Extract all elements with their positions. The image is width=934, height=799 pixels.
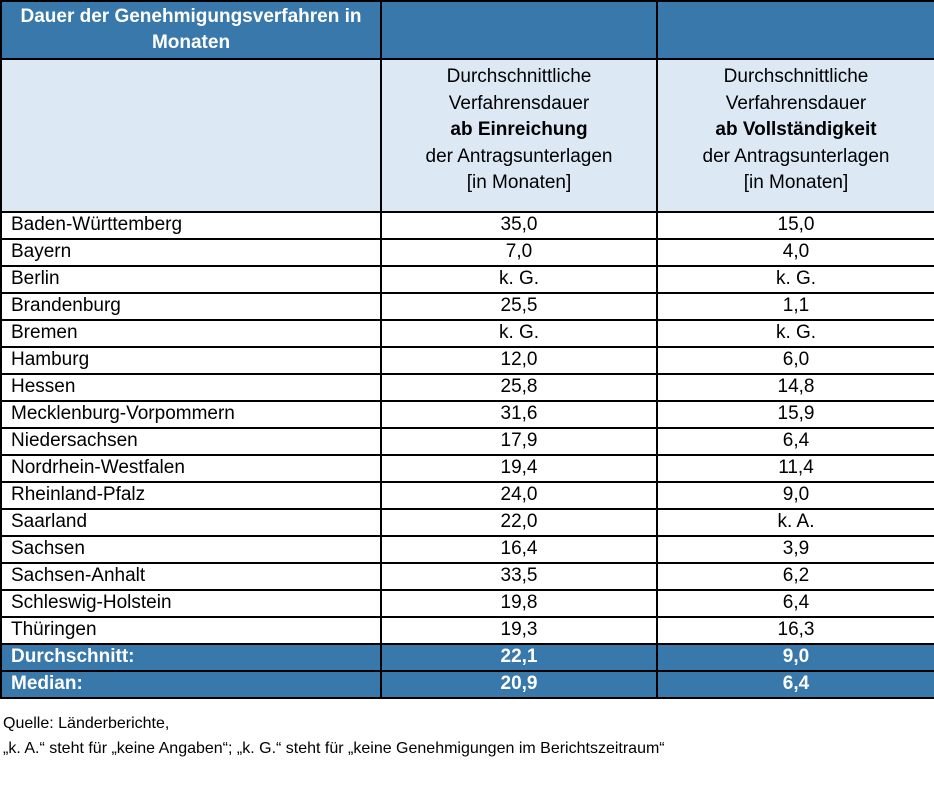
value-ab-einreichung: 35,0 — [380, 210, 658, 240]
state-cell: Thüringen — [0, 615, 382, 645]
subheader-line: [in Monaten] — [466, 172, 572, 193]
summary-value-ab-einreichung: 22,1 — [380, 642, 658, 672]
state-cell: Bremen — [0, 318, 382, 348]
value-ab-einreichung: 12,0 — [380, 345, 658, 375]
state-cell: Baden-Württemberg — [0, 210, 382, 240]
value-ab-einreichung: 7,0 — [380, 237, 658, 267]
subheader-line: Durchschnittliche — [723, 66, 869, 87]
value-ab-vollstaendigkeit: 16,3 — [656, 615, 934, 645]
value-ab-vollstaendigkeit: 6,0 — [656, 345, 934, 375]
value-ab-einreichung: 24,0 — [380, 480, 658, 510]
state-cell: Sachsen — [0, 534, 382, 564]
table-row: Baden-Württemberg 35,0 15,0 — [0, 210, 934, 240]
summary-row-median: Median: 20,9 6,4 — [0, 669, 934, 699]
subheader-line: [in Monaten] — [743, 172, 849, 193]
value-ab-vollstaendigkeit: 15,9 — [656, 399, 934, 429]
state-cell: Rheinland-Pfalz — [0, 480, 382, 510]
value-ab-einreichung: k. G. — [380, 264, 658, 294]
value-ab-vollstaendigkeit: 1,1 — [656, 291, 934, 321]
genehmigungsverfahren-table: Dauer der Genehmigungsverfahren in Monat… — [0, 0, 934, 699]
footnote: Quelle: Länderberichte, „k. A.“ steht fü… — [3, 711, 934, 761]
state-cell: Saarland — [0, 507, 382, 537]
state-cell: Berlin — [0, 264, 382, 294]
value-ab-vollstaendigkeit: 11,4 — [656, 453, 934, 483]
value-ab-einreichung: 31,6 — [380, 399, 658, 429]
table-row: Hessen 25,8 14,8 — [0, 372, 934, 402]
value-ab-vollstaendigkeit: 6,4 — [656, 588, 934, 618]
table-title-row: Dauer der Genehmigungsverfahren in Monat… — [0, 0, 934, 60]
value-ab-vollstaendigkeit: 3,9 — [656, 534, 934, 564]
table-row: Mecklenburg-Vorpommern 31,6 15,9 — [0, 399, 934, 429]
title-row-empty-cell — [380, 0, 658, 60]
subheader-line: der Antragsunterlagen — [702, 145, 890, 167]
table-row: Bayern 7,0 4,0 — [0, 237, 934, 267]
table-row: Sachsen 16,4 3,9 — [0, 534, 934, 564]
state-cell: Schleswig-Holstein — [0, 588, 382, 618]
value-ab-einreichung: 19,3 — [380, 615, 658, 645]
value-ab-einreichung: k. G. — [380, 318, 658, 348]
summary-value-ab-einreichung: 20,9 — [380, 669, 658, 699]
state-cell: Nordrhein-Westfalen — [0, 453, 382, 483]
state-cell: Bayern — [0, 237, 382, 267]
table-row: Berlin k. G. k. G. — [0, 264, 934, 294]
state-cell: Brandenburg — [0, 291, 382, 321]
value-ab-vollstaendigkeit: 4,0 — [656, 237, 934, 267]
value-ab-vollstaendigkeit: 14,8 — [656, 372, 934, 402]
value-ab-einreichung: 25,8 — [380, 372, 658, 402]
table-row: Brandenburg 25,5 1,1 — [0, 291, 934, 321]
value-ab-einreichung: 16,4 — [380, 534, 658, 564]
table-row: Bremen k. G. k. G. — [0, 318, 934, 348]
subheader-line: der Antragsunterlagen — [425, 145, 613, 167]
table-row: Nordrhein-Westfalen 19,4 11,4 — [0, 453, 934, 483]
value-ab-vollstaendigkeit: k. G. — [656, 264, 934, 294]
value-ab-einreichung: 22,0 — [380, 507, 658, 537]
source-note: Quelle: Länderberichte, — [3, 714, 170, 732]
table-row: Niedersachsen 17,9 6,4 — [0, 426, 934, 456]
summary-label: Median: — [0, 669, 382, 699]
state-cell: Hamburg — [0, 345, 382, 375]
subheader-line-bold: ab Vollständigkeit — [715, 119, 877, 140]
value-ab-einreichung: 17,9 — [380, 426, 658, 456]
value-ab-vollstaendigkeit: 15,0 — [656, 210, 934, 240]
summary-value-ab-vollstaendigkeit: 9,0 — [656, 642, 934, 672]
value-ab-einreichung: 19,8 — [380, 588, 658, 618]
subheader-line: Verfahrensdauer — [448, 92, 590, 114]
state-cell: Niedersachsen — [0, 426, 382, 456]
value-ab-vollstaendigkeit: 6,4 — [656, 426, 934, 456]
table-row: Hamburg 12,0 6,0 — [0, 345, 934, 375]
table-row: Sachsen-Anhalt 33,5 6,2 — [0, 561, 934, 591]
state-cell: Sachsen-Anhalt — [0, 561, 382, 591]
value-ab-vollstaendigkeit: k. G. — [656, 318, 934, 348]
subheader-line: Durchschnittliche — [446, 66, 592, 87]
subheader-empty-cell — [0, 58, 382, 213]
summary-label: Durchschnitt: — [0, 642, 382, 672]
table-row: Schleswig-Holstein 19,8 6,4 — [0, 588, 934, 618]
table-row: Rheinland-Pfalz 24,0 9,0 — [0, 480, 934, 510]
subheader-line: Verfahrensdauer — [725, 92, 867, 114]
abbreviation-note: „k. A.“ steht für „keine Angaben“; „k. G… — [3, 739, 665, 757]
column-header-row: Durchschnittliche Verfahrensdauer ab Ein… — [0, 58, 934, 213]
subheader-line-bold: ab Einreichung — [450, 119, 588, 140]
value-ab-vollstaendigkeit: 6,2 — [656, 561, 934, 591]
value-ab-einreichung: 19,4 — [380, 453, 658, 483]
column-header-ab-einreichung: Durchschnittliche Verfahrensdauer ab Ein… — [380, 58, 658, 213]
state-cell: Mecklenburg-Vorpommern — [0, 399, 382, 429]
table-row: Saarland 22,0 k. A. — [0, 507, 934, 537]
value-ab-vollstaendigkeit: 9,0 — [656, 480, 934, 510]
value-ab-einreichung: 25,5 — [380, 291, 658, 321]
state-cell: Hessen — [0, 372, 382, 402]
table-title: Dauer der Genehmigungsverfahren in Monat… — [0, 0, 382, 60]
value-ab-vollstaendigkeit: k. A. — [656, 507, 934, 537]
title-row-empty-cell — [656, 0, 934, 60]
summary-row-durchschnitt: Durchschnitt: 22,1 9,0 — [0, 642, 934, 672]
value-ab-einreichung: 33,5 — [380, 561, 658, 591]
table-row: Thüringen 19,3 16,3 — [0, 615, 934, 645]
column-header-ab-vollstaendigkeit: Durchschnittliche Verfahrensdauer ab Vol… — [656, 58, 934, 213]
summary-value-ab-vollstaendigkeit: 6,4 — [656, 669, 934, 699]
